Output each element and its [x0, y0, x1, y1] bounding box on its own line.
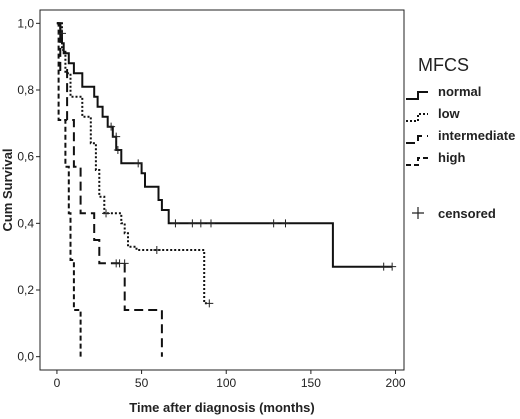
- legend: MFCS normal low intermediate high censored: [406, 55, 515, 221]
- series-line-normal: [56, 22, 393, 268]
- censor-mark-normal: [107, 122, 116, 131]
- x-axis-title: Time after diagnosis (months): [129, 400, 314, 415]
- censor-mark-normal: [196, 219, 205, 228]
- x-tick-label: 50: [135, 376, 149, 390]
- series-line-high: [56, 22, 82, 357]
- legend-censored-marker: [412, 207, 424, 219]
- x-tick-label: 100: [216, 376, 236, 390]
- legend-label-normal: normal: [438, 84, 481, 99]
- censor-mark-normal: [112, 132, 121, 141]
- x-tick-label: 0: [54, 376, 61, 390]
- legend-swatch-intermediate: [406, 135, 428, 144]
- censor-mark-low: [102, 209, 111, 218]
- series-line-low: [56, 22, 208, 305]
- series-line-intermediate: [56, 22, 163, 357]
- censor-mark-normal: [188, 219, 197, 228]
- censor-mark-intermediate: [120, 259, 129, 268]
- y-tick-label: 0,8: [17, 83, 34, 97]
- censor-mark-normal: [171, 219, 180, 228]
- censor-mark-normal: [388, 262, 397, 271]
- y-tick-label: 0,0: [17, 350, 34, 364]
- y-axis-title: Cum Survival: [0, 148, 15, 231]
- legend-label-high: high: [438, 150, 465, 165]
- censor-mark-normal: [58, 29, 67, 38]
- y-tick-label: 1,0: [17, 16, 34, 30]
- legend-title: MFCS: [418, 55, 469, 75]
- series-layer: [56, 22, 393, 357]
- censor-mark-normal: [269, 219, 278, 228]
- plot-frame: [39, 9, 405, 371]
- x-tick-label: 150: [301, 376, 321, 390]
- legend-label-intermediate: intermediate: [438, 128, 515, 143]
- x-tick-label: 200: [386, 376, 406, 390]
- legend-items: normal low intermediate high: [406, 84, 515, 166]
- axis-layer: 0 50 100 150 200 0,0 0,2 0,4 0,6 0,8 1,0: [17, 16, 406, 390]
- legend-swatch-high: [406, 157, 428, 166]
- censor-mark-low: [205, 299, 214, 308]
- legend-censored-label: censored: [438, 206, 496, 221]
- censor-mark-normal: [134, 159, 143, 168]
- censor-mark-normal: [206, 219, 215, 228]
- censor-mark-low: [152, 246, 161, 254]
- legend-label-low: low: [438, 106, 461, 121]
- censor-layer: [58, 29, 397, 308]
- y-tick-label: 0,4: [17, 216, 34, 230]
- censor-mark-normal: [379, 262, 388, 271]
- legend-swatch-low: [406, 113, 428, 122]
- censor-mark-normal: [281, 219, 290, 228]
- legend-swatch-normal: [406, 91, 428, 100]
- censor-mark-normal: [113, 146, 122, 154]
- y-tick-label: 0,6: [17, 150, 34, 164]
- y-tick-label: 0,2: [17, 283, 34, 297]
